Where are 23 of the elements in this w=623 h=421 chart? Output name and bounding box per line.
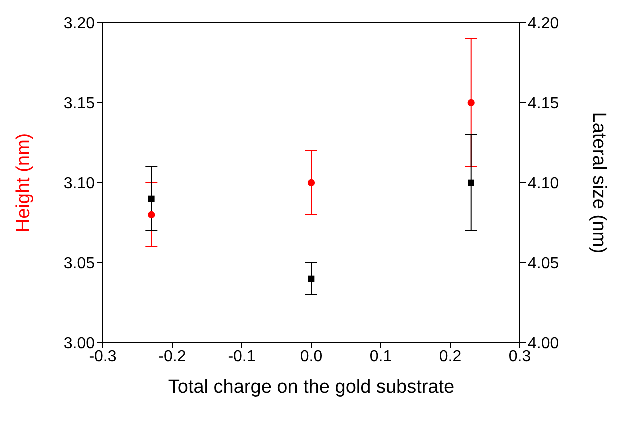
x-axis-title: Total charge on the gold substrate bbox=[168, 377, 455, 398]
point bbox=[308, 276, 315, 282]
y2-tick-label: 4.15 bbox=[528, 96, 560, 113]
point bbox=[148, 211, 156, 219]
y2-tick-label: 4.10 bbox=[528, 176, 560, 193]
point bbox=[468, 180, 475, 186]
point bbox=[468, 99, 475, 107]
y2-tick-label: 4.20 bbox=[528, 16, 560, 33]
x-tick-label: 0.2 bbox=[439, 348, 462, 366]
x-tick-label: 0.3 bbox=[508, 348, 532, 366]
x-tick-label: 0.1 bbox=[370, 348, 392, 366]
point bbox=[308, 179, 316, 187]
y-tick-label: 3.15 bbox=[64, 96, 96, 113]
y2-axis-title: Lateral size (nm) bbox=[588, 112, 610, 254]
y-axis-title: Height (nm) bbox=[14, 133, 35, 233]
point bbox=[148, 196, 155, 202]
y-tick-label: 3.10 bbox=[64, 176, 96, 193]
y-tick-label: 3.20 bbox=[64, 16, 96, 33]
x-tick-label: -0.1 bbox=[228, 348, 256, 366]
x-tick-label: 0.0 bbox=[300, 348, 323, 366]
x-tick-label: -0.2 bbox=[158, 348, 186, 366]
y-tick-label: 3.05 bbox=[64, 256, 96, 273]
y2-tick-label: 4.05 bbox=[528, 256, 560, 273]
